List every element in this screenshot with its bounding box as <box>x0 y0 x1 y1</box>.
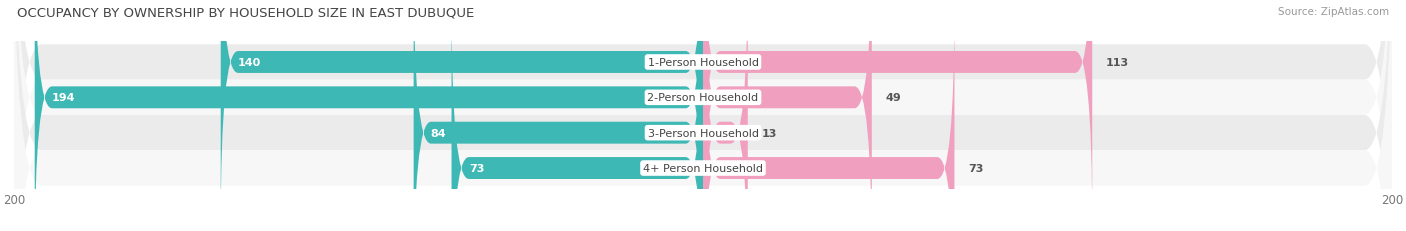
FancyBboxPatch shape <box>14 0 1392 231</box>
Text: 73: 73 <box>969 163 984 173</box>
Text: 3-Person Household: 3-Person Household <box>648 128 758 138</box>
FancyBboxPatch shape <box>14 0 1392 231</box>
FancyBboxPatch shape <box>14 0 1392 231</box>
Text: 73: 73 <box>468 163 484 173</box>
Text: 140: 140 <box>238 58 262 68</box>
Text: 13: 13 <box>762 128 778 138</box>
FancyBboxPatch shape <box>451 3 703 231</box>
FancyBboxPatch shape <box>703 0 1092 228</box>
FancyBboxPatch shape <box>703 3 955 231</box>
Text: 2-Person Household: 2-Person Household <box>647 93 759 103</box>
Text: 84: 84 <box>430 128 447 138</box>
FancyBboxPatch shape <box>35 0 703 231</box>
Text: OCCUPANCY BY OWNERSHIP BY HOUSEHOLD SIZE IN EAST DUBUQUE: OCCUPANCY BY OWNERSHIP BY HOUSEHOLD SIZE… <box>17 7 474 20</box>
FancyBboxPatch shape <box>703 0 872 231</box>
FancyBboxPatch shape <box>703 0 748 231</box>
Text: Source: ZipAtlas.com: Source: ZipAtlas.com <box>1278 7 1389 17</box>
Text: 194: 194 <box>52 93 76 103</box>
Text: 113: 113 <box>1107 58 1129 68</box>
Text: 4+ Person Household: 4+ Person Household <box>643 163 763 173</box>
FancyBboxPatch shape <box>413 0 703 231</box>
FancyBboxPatch shape <box>221 0 703 228</box>
Text: 49: 49 <box>886 93 901 103</box>
Text: 1-Person Household: 1-Person Household <box>648 58 758 68</box>
FancyBboxPatch shape <box>14 0 1392 231</box>
